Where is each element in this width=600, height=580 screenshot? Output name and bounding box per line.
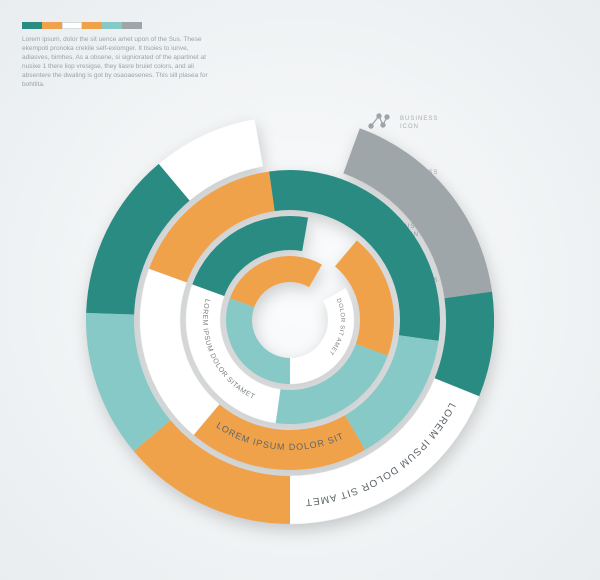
ring-0-seg-1: [435, 292, 494, 397]
radial-chart: LOREM IPSUM DOLOR SIT AMETLOREM IPSUM DO…: [0, 60, 600, 580]
header-color-bars: [22, 22, 212, 29]
